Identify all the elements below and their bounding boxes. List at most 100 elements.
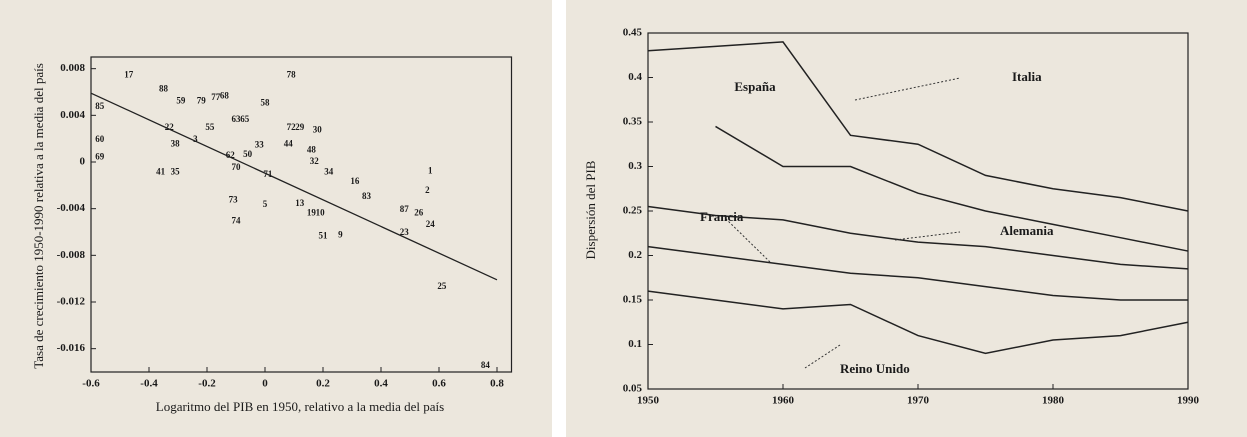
left-panel <box>0 0 552 437</box>
point-label: 51 <box>319 231 329 241</box>
point-label: 62 <box>226 150 236 160</box>
y-tick-label: 0.1 <box>628 338 642 350</box>
series-label: España <box>734 79 776 94</box>
y-tick-label: 0.45 <box>623 27 643 39</box>
point-label: 17 <box>124 70 134 80</box>
label-pointer <box>854 77 961 101</box>
point-label: 3 <box>193 134 198 144</box>
point-label: 26 <box>414 207 424 217</box>
right-panel <box>566 0 1247 437</box>
point-label: 41 <box>156 167 166 177</box>
point-label: 72 <box>287 122 297 132</box>
point-label: 58 <box>261 98 271 108</box>
y-tick-label: 0.35 <box>623 116 643 128</box>
point-label: 44 <box>284 139 294 149</box>
x-tick-label: 1950 <box>637 395 660 407</box>
point-label: 65 <box>240 114 250 124</box>
series-label: Francia <box>700 209 744 224</box>
point-label: 38 <box>171 139 181 149</box>
y-tick-label: 0.3 <box>628 160 642 172</box>
point-label: 71 <box>263 169 273 179</box>
point-label: 73 <box>229 195 239 205</box>
point-label: 22 <box>165 122 175 132</box>
point-label: 25 <box>437 281 447 291</box>
fit-line <box>90 92 498 281</box>
y-tick-label: -0.012 <box>57 296 86 308</box>
x-tick-label: 1990 <box>1177 395 1200 407</box>
point-label: 68 <box>220 91 230 101</box>
point-label: 9 <box>338 230 343 240</box>
series-label: Reino Unido <box>840 361 910 376</box>
x-tick-label: 0.6 <box>432 378 446 390</box>
x-tick-label: 0.2 <box>316 378 330 390</box>
y-tick-label: 0.4 <box>628 71 642 83</box>
series-line <box>647 205 1189 270</box>
y-tick-label: -0.016 <box>57 342 86 354</box>
point-label: 2 <box>425 185 430 195</box>
y-tick-label: 0.25 <box>623 205 643 217</box>
x-axis-label: Logaritmo del PIB en 1950, relativo a la… <box>156 399 444 414</box>
x-tick-label: -0.6 <box>82 378 100 390</box>
series-label: Alemania <box>1000 223 1054 238</box>
series-line <box>647 245 1188 301</box>
y-tick-label: -0.008 <box>57 249 86 261</box>
point-label: 69 <box>95 151 105 161</box>
point-label: 55 <box>205 122 215 132</box>
point-label: 29 <box>295 122 305 132</box>
point-label: 32 <box>310 156 320 166</box>
y-tick-label: 0 <box>80 156 86 168</box>
point-label: 50 <box>243 149 253 159</box>
point-label: 77 <box>211 92 221 102</box>
series-line <box>715 125 1189 252</box>
point-label: 70 <box>232 162 242 172</box>
y-tick-label: 0.05 <box>623 383 643 395</box>
point-label: 19 <box>307 207 317 217</box>
x-tick-label: -0.4 <box>140 378 158 390</box>
x-tick-label: 0.4 <box>374 378 388 390</box>
y-tick-label: 0.2 <box>628 249 642 261</box>
point-label: 85 <box>95 101 105 111</box>
y-tick-label: 0.004 <box>60 109 85 121</box>
y-tick-label: 0.008 <box>60 62 85 74</box>
y-tick-label: 0.15 <box>623 294 643 306</box>
label-pointer <box>804 344 841 369</box>
series-line <box>647 41 1189 212</box>
point-label: 87 <box>400 204 410 214</box>
point-label: 24 <box>426 219 436 229</box>
point-label: 30 <box>313 125 323 135</box>
point-label: 33 <box>255 140 265 150</box>
point-label: 83 <box>362 191 372 201</box>
x-tick-label: 1970 <box>907 395 930 407</box>
x-tick-label: 0.8 <box>490 378 504 390</box>
point-label: 74 <box>232 216 242 226</box>
y-axis-label: Dispersión del PIB <box>583 160 598 259</box>
x-tick-label: -0.2 <box>198 378 216 390</box>
point-label: 60 <box>95 134 105 144</box>
point-label: 48 <box>307 144 317 154</box>
label-pointer <box>894 231 961 241</box>
point-label: 10 <box>316 207 326 217</box>
point-label: 59 <box>176 95 186 105</box>
series-line <box>647 290 1189 355</box>
point-label: 78 <box>287 70 297 80</box>
point-label: 63 <box>232 114 242 124</box>
y-axis-label: Tasa de crecimiento 1950-1990 relativa a… <box>31 63 46 369</box>
label-pointer <box>724 217 771 263</box>
x-tick-label: 1980 <box>1042 395 1065 407</box>
x-tick-label: 0 <box>262 378 268 390</box>
point-label: 79 <box>197 95 207 105</box>
point-label: 34 <box>324 167 334 177</box>
y-tick-label: -0.004 <box>57 202 86 214</box>
point-label: 35 <box>171 167 181 177</box>
point-label: 1 <box>428 165 433 175</box>
plot-frame <box>90 56 513 373</box>
point-label: 5 <box>263 199 268 209</box>
x-tick-label: 1960 <box>772 395 795 407</box>
series-label: Italia <box>1012 69 1042 84</box>
point-label: 13 <box>295 198 305 208</box>
point-label: 23 <box>400 227 410 237</box>
point-label: 88 <box>159 84 169 94</box>
point-label: 84 <box>481 360 491 370</box>
point-label: 16 <box>350 176 360 186</box>
